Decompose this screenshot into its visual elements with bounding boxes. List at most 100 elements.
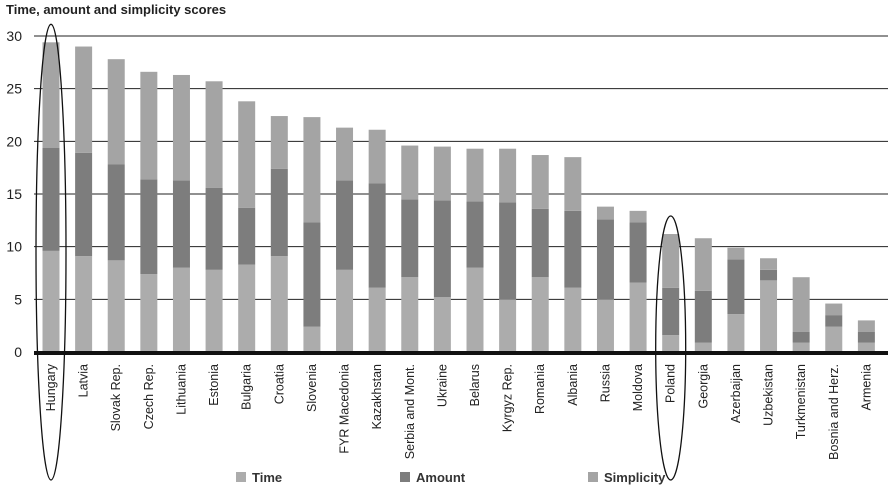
y-tick-label: 0 bbox=[14, 344, 22, 360]
category-label: Russia bbox=[598, 364, 612, 402]
category-label: Armenia bbox=[859, 364, 873, 411]
category-label: Bulgaria bbox=[240, 364, 254, 410]
y-axis-ticks: 0 5 10 15 20 25 30 bbox=[6, 28, 22, 360]
category-label: Croatia bbox=[272, 364, 286, 404]
bar-segment-simplicity bbox=[629, 210, 647, 223]
y-tick-label: 20 bbox=[6, 133, 22, 149]
x-axis-categories: Hungary Latvia Slovak Rep. Czech Rep. Lithua… bbox=[44, 363, 873, 460]
bar-segment-amount bbox=[172, 180, 190, 268]
bar-segment-simplicity bbox=[140, 71, 158, 180]
bar-segment-amount bbox=[564, 210, 582, 288]
chart-title: Time, amount and simplicity scores bbox=[6, 2, 227, 17]
bar-segment-amount bbox=[629, 222, 647, 283]
legend-swatch-simplicity bbox=[588, 472, 598, 482]
category-label: Albania bbox=[566, 364, 580, 406]
bar-segment-amount bbox=[694, 290, 712, 343]
bar-segment-simplicity bbox=[596, 206, 614, 220]
bar-segment-simplicity bbox=[303, 117, 321, 223]
bar-segment-simplicity bbox=[172, 74, 190, 181]
bar-segment-time bbox=[303, 326, 321, 352]
category-label: Serbia and Mont. bbox=[403, 364, 417, 459]
bar-segment-simplicity bbox=[499, 148, 517, 203]
y-tick-label: 15 bbox=[6, 186, 22, 202]
category-label: Kyrgyz Rep. bbox=[501, 364, 515, 432]
highlight-ellipse bbox=[655, 215, 687, 481]
bar-segment-simplicity bbox=[825, 303, 843, 316]
bar-segment-simplicity bbox=[466, 148, 484, 202]
category-label: Romania bbox=[533, 364, 547, 414]
bar-segment-amount bbox=[466, 201, 484, 268]
bar-segment-time bbox=[368, 287, 386, 352]
legend: Time Amount Simplicity bbox=[236, 470, 666, 485]
bar-segment-time bbox=[564, 287, 582, 352]
bar-segment-time bbox=[629, 282, 647, 352]
bar-segment-amount bbox=[662, 287, 680, 336]
bar-segment-simplicity bbox=[336, 127, 354, 181]
category-label: Hungary bbox=[44, 363, 58, 411]
bar-segment-amount bbox=[792, 331, 810, 343]
highlight-ellipse bbox=[35, 23, 67, 481]
category-label: Poland bbox=[664, 364, 678, 403]
category-label: Azerbaijan bbox=[729, 364, 743, 423]
bar-segment-time bbox=[401, 277, 419, 352]
category-label: Lithuania bbox=[174, 364, 188, 415]
bar-segment-simplicity bbox=[107, 59, 125, 165]
bar-segment-simplicity bbox=[42, 42, 60, 148]
bar-segment-time bbox=[499, 299, 517, 352]
category-label: Bosnia and Herz. bbox=[827, 364, 841, 460]
legend-label-simplicity: Simplicity bbox=[604, 470, 666, 485]
bar-segment-time bbox=[531, 277, 549, 352]
bar-segment-simplicity bbox=[401, 145, 419, 200]
bar-segment-time bbox=[694, 342, 712, 352]
bar-segment-amount bbox=[303, 222, 321, 327]
bar-segment-simplicity bbox=[760, 258, 778, 270]
bar-segment-amount bbox=[75, 152, 93, 257]
bar-segment-time bbox=[433, 297, 451, 352]
bar-segment-simplicity bbox=[564, 157, 582, 211]
bar-segment-simplicity bbox=[531, 155, 549, 209]
y-tick-label: 10 bbox=[6, 239, 22, 255]
category-label: Ukraine bbox=[435, 364, 449, 407]
bar-segment-amount bbox=[42, 147, 60, 251]
bar-segment-amount bbox=[140, 179, 158, 275]
bar-segment-amount bbox=[401, 199, 419, 278]
bar-segment-time bbox=[825, 326, 843, 352]
y-tick-label: 5 bbox=[14, 291, 22, 307]
bar-segment-time bbox=[727, 314, 745, 352]
bar-segment-amount bbox=[238, 207, 256, 265]
bar-segment-amount bbox=[857, 331, 875, 343]
bars bbox=[42, 42, 875, 352]
bar-segment-amount bbox=[727, 259, 745, 315]
legend-swatch-time bbox=[236, 472, 246, 482]
y-tick-label: 25 bbox=[6, 81, 22, 97]
bar-segment-amount bbox=[499, 202, 517, 300]
bar-segment-amount bbox=[825, 315, 843, 327]
bar-segment-time bbox=[172, 267, 190, 352]
bar-segment-time bbox=[42, 250, 60, 352]
bar-segment-simplicity bbox=[662, 234, 680, 288]
bar-segment-time bbox=[662, 335, 680, 352]
bar-segment-time bbox=[792, 342, 810, 352]
bar-segment-simplicity bbox=[727, 247, 745, 260]
category-label: Czech Rep. bbox=[142, 364, 156, 429]
bar-segment-simplicity bbox=[205, 81, 223, 188]
bar-segment-time bbox=[140, 274, 158, 352]
bar-segment-time bbox=[857, 342, 875, 352]
legend-label-time: Time bbox=[252, 470, 282, 485]
legend-swatch-amount bbox=[400, 472, 410, 482]
category-label: Latvia bbox=[77, 364, 91, 397]
highlight-ellipses bbox=[35, 23, 687, 481]
bar-segment-time bbox=[107, 260, 125, 352]
y-tick-label: 30 bbox=[6, 28, 22, 44]
gridlines bbox=[34, 35, 888, 300]
bar-segment-time bbox=[336, 269, 354, 352]
bar-segment-simplicity bbox=[368, 129, 386, 184]
category-label: Turkmenistan bbox=[794, 364, 808, 439]
bar-segment-time bbox=[270, 256, 288, 352]
bar-segment-simplicity bbox=[238, 101, 256, 208]
bar-segment-time bbox=[760, 280, 778, 352]
bar-segment-amount bbox=[270, 168, 288, 257]
bar-segment-amount bbox=[531, 208, 549, 278]
bar-segment-amount bbox=[433, 200, 451, 298]
